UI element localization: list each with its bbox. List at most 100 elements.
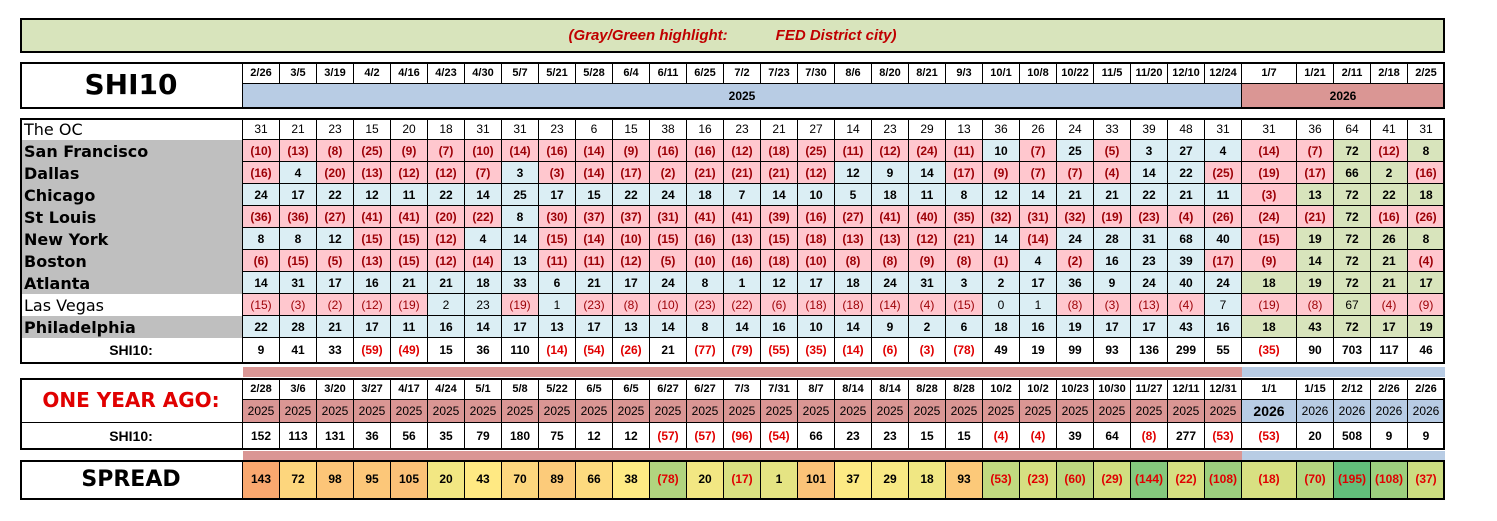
city-value[interactable]: 26 [1371,228,1408,250]
city-value[interactable]: 21 [391,272,428,294]
city-value[interactable]: 23 [724,118,761,140]
city-value[interactable]: 18 [872,184,909,206]
city-value[interactable]: (19) [1094,206,1131,228]
city-value[interactable]: (10) [687,250,724,272]
city-value[interactable]: 14 [1297,250,1334,272]
total-value[interactable]: (59) [354,338,391,363]
city-value[interactable]: 21 [428,272,465,294]
city-value[interactable]: 14 [1131,162,1168,184]
city-value[interactable]: 4 [280,162,317,184]
city-value[interactable]: (12) [872,140,909,162]
city-value[interactable]: 40 [1205,228,1242,250]
city-value[interactable]: 72 [1334,140,1371,162]
city-value[interactable]: 38 [650,118,687,140]
year-ago-total-label[interactable]: SHI10: [20,423,243,449]
city-value[interactable]: 12 [983,184,1020,206]
city-value[interactable]: (21) [687,162,724,184]
city-value[interactable]: 24 [1057,228,1094,250]
date-header[interactable]: 10/22 [1057,62,1094,84]
spread-value[interactable]: 143 [243,460,280,499]
city-value[interactable]: 14 [909,162,946,184]
city-value[interactable]: (16) [650,140,687,162]
spread-value[interactable]: (17) [724,460,761,499]
city-value[interactable]: (41) [354,206,391,228]
city-value[interactable]: 10 [798,316,835,338]
city-value[interactable]: (17) [613,162,650,184]
city-value[interactable]: 8 [687,272,724,294]
city-value[interactable]: (15) [539,228,576,250]
city-value[interactable]: 10 [983,140,1020,162]
city-value[interactable]: (18) [761,250,798,272]
city-value[interactable]: 17 [1131,316,1168,338]
city-value[interactable]: 72 [1334,316,1371,338]
city-value[interactable]: 66 [1334,162,1371,184]
date-header[interactable]: 4/2 [354,62,391,84]
city-value[interactable]: 4 [1020,250,1057,272]
city-value[interactable]: 14 [465,184,502,206]
total-value[interactable]: (26) [613,338,650,363]
date-header[interactable]: 5/7 [502,62,539,84]
city-value[interactable]: (9) [909,250,946,272]
city-label[interactable]: Philadelphia [20,316,243,338]
city-value[interactable]: (13) [354,250,391,272]
year-ago-value[interactable]: 20 [1297,423,1334,449]
city-label[interactable]: Atlanta [20,272,243,294]
total-value[interactable]: (55) [761,338,798,363]
year-ago-value[interactable]: (4) [983,423,1020,449]
year-ago-value[interactable]: 79 [465,423,502,449]
year-ago-date[interactable]: 8/28 [946,378,983,400]
city-value[interactable]: 22 [613,184,650,206]
city-value[interactable]: 21 [1057,184,1094,206]
year-ago-year[interactable]: 2025 [243,400,280,423]
city-value[interactable]: (16) [243,162,280,184]
city-value[interactable]: 31 [280,272,317,294]
city-value[interactable]: 14 [835,118,872,140]
city-value[interactable]: 5 [835,184,872,206]
city-value[interactable]: (1) [983,250,1020,272]
city-value[interactable]: 21 [1168,184,1205,206]
year-ago-date[interactable]: 8/14 [835,378,872,400]
year-ago-year[interactable]: 2025 [354,400,391,423]
total-value[interactable]: (3) [909,338,946,363]
city-value[interactable]: 4 [465,228,502,250]
city-label[interactable]: Dallas [20,162,243,184]
spread-value[interactable]: 70 [502,460,539,499]
city-value[interactable]: 11 [909,184,946,206]
city-label[interactable]: New York [20,228,243,250]
city-value[interactable]: 11 [1205,184,1242,206]
spread-value[interactable]: 20 [687,460,724,499]
year-ago-year[interactable]: 2025 [872,400,909,423]
year-ago-date[interactable]: 3/27 [354,378,391,400]
spread-value[interactable]: (18) [1242,460,1297,499]
total-value[interactable]: 15 [428,338,465,363]
city-value[interactable]: (21) [761,162,798,184]
city-value[interactable]: (9) [1408,294,1445,316]
city-value[interactable]: (10) [650,294,687,316]
city-value[interactable]: (6) [243,250,280,272]
city-value[interactable]: (12) [428,228,465,250]
city-value[interactable]: (15) [243,294,280,316]
date-header[interactable]: 10/1 [983,62,1020,84]
city-value[interactable]: (16) [687,228,724,250]
city-value[interactable]: (2) [317,294,354,316]
city-value[interactable]: 14 [835,316,872,338]
year-ago-date[interactable]: 6/27 [650,378,687,400]
year-ago-year[interactable]: 2026 [1242,400,1297,423]
city-value[interactable]: 6 [946,316,983,338]
city-value[interactable]: (37) [576,206,613,228]
year-ago-year[interactable]: 2025 [391,400,428,423]
year-ago-value[interactable]: 64 [1094,423,1131,449]
city-value[interactable]: 72 [1334,228,1371,250]
city-value[interactable]: 14 [502,228,539,250]
city-value[interactable]: (12) [1371,140,1408,162]
city-value[interactable]: (27) [835,206,872,228]
city-value[interactable]: 1 [1020,294,1057,316]
city-value[interactable]: 3 [502,162,539,184]
year-ago-value[interactable]: 35 [428,423,465,449]
city-value[interactable]: (20) [317,162,354,184]
city-value[interactable]: 22 [317,184,354,206]
city-value[interactable]: (8) [613,294,650,316]
city-value[interactable]: 18 [983,316,1020,338]
year-ago-value[interactable]: 12 [613,423,650,449]
spread-value[interactable]: 38 [613,460,650,499]
